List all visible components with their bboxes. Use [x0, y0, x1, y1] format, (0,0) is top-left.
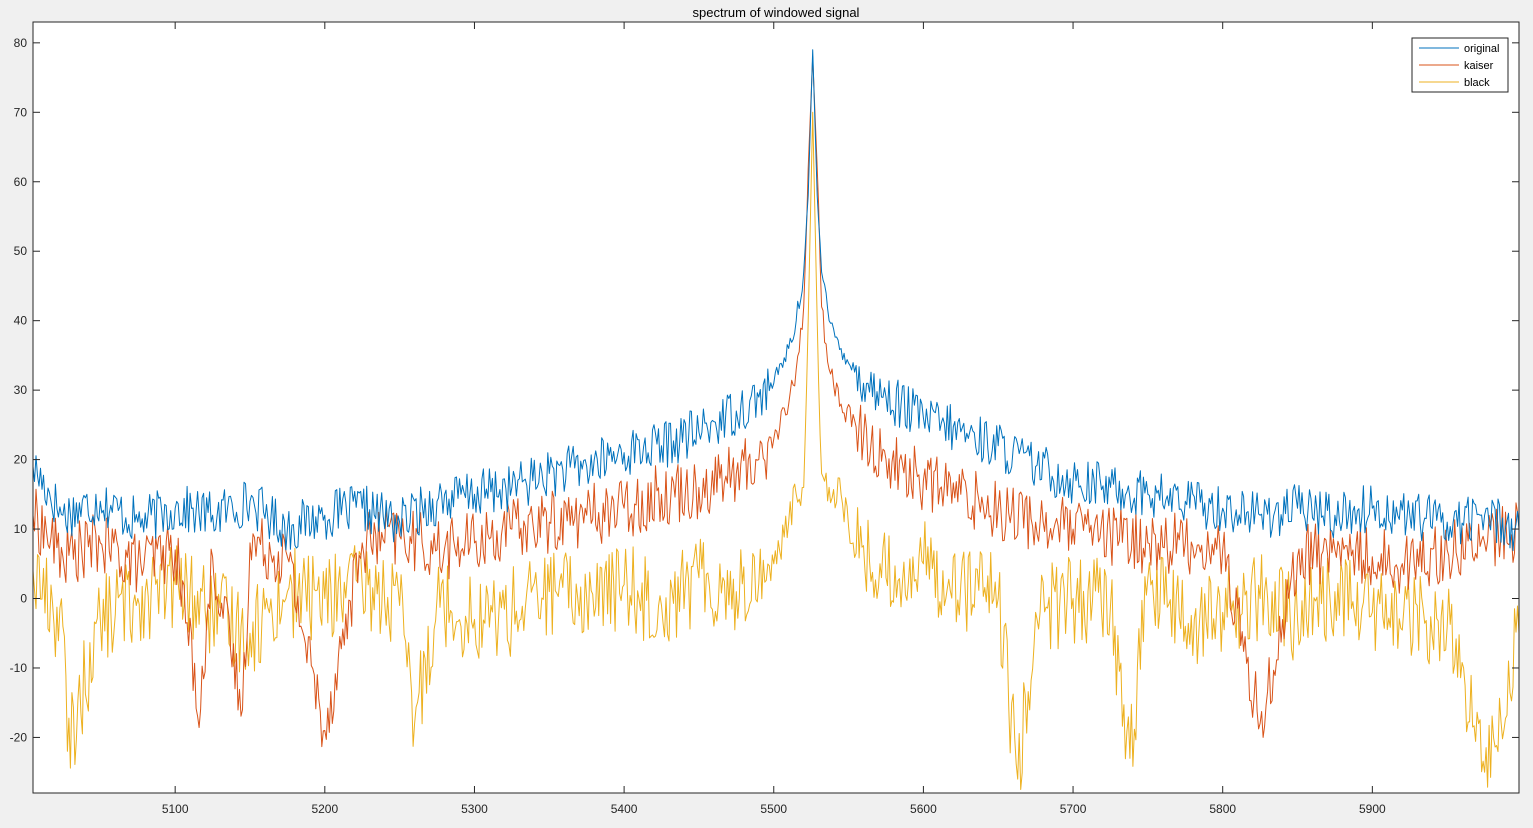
x-axis: 5100 5200 5300 5400 5500 5600 5700 5800 5900: [162, 22, 1386, 816]
x-tick-label: 5800: [1209, 802, 1236, 816]
y-tick-label: 70: [14, 105, 28, 119]
y-tick-label: 80: [14, 36, 28, 50]
x-tick-label: 5300: [461, 802, 488, 816]
legend-label-kaiser: kaiser: [1464, 60, 1494, 72]
x-tick-label: 5100: [162, 802, 189, 816]
x-tick-label: 5400: [611, 802, 638, 816]
series-line-kaiser: [32, 56, 1520, 748]
series-line-original: [32, 49, 1520, 552]
x-tick-label: 5200: [311, 802, 338, 816]
y-tick-label: 40: [14, 314, 28, 328]
plot-area: [33, 22, 1519, 793]
y-axis: -20 -10 0 10 20 30 40 50 60 70 80: [10, 36, 1519, 744]
x-tick-label: 5700: [1060, 802, 1087, 816]
chart-title: spectrum of windowed signal: [693, 5, 860, 20]
legend-label-black: black: [1464, 77, 1490, 89]
y-tick-label: 10: [14, 522, 28, 536]
axes-box: [32, 21, 1520, 794]
y-tick-label: 50: [14, 244, 28, 258]
x-tick-label: 5900: [1359, 802, 1386, 816]
x-tick-label: 5600: [910, 802, 937, 816]
series-layer: [32, 49, 1520, 790]
legend-label-original: original: [1464, 43, 1499, 55]
series-line-black: [32, 111, 1520, 790]
y-tick-label: -10: [10, 661, 28, 675]
y-tick-label: 0: [20, 592, 27, 606]
y-tick-label: 30: [14, 383, 28, 397]
legend: original kaiser black: [1411, 37, 1509, 93]
x-tick-label: 5500: [760, 802, 787, 816]
y-tick-label: -20: [10, 730, 28, 744]
y-tick-label: 60: [14, 175, 28, 189]
y-tick-label: 20: [14, 453, 28, 467]
